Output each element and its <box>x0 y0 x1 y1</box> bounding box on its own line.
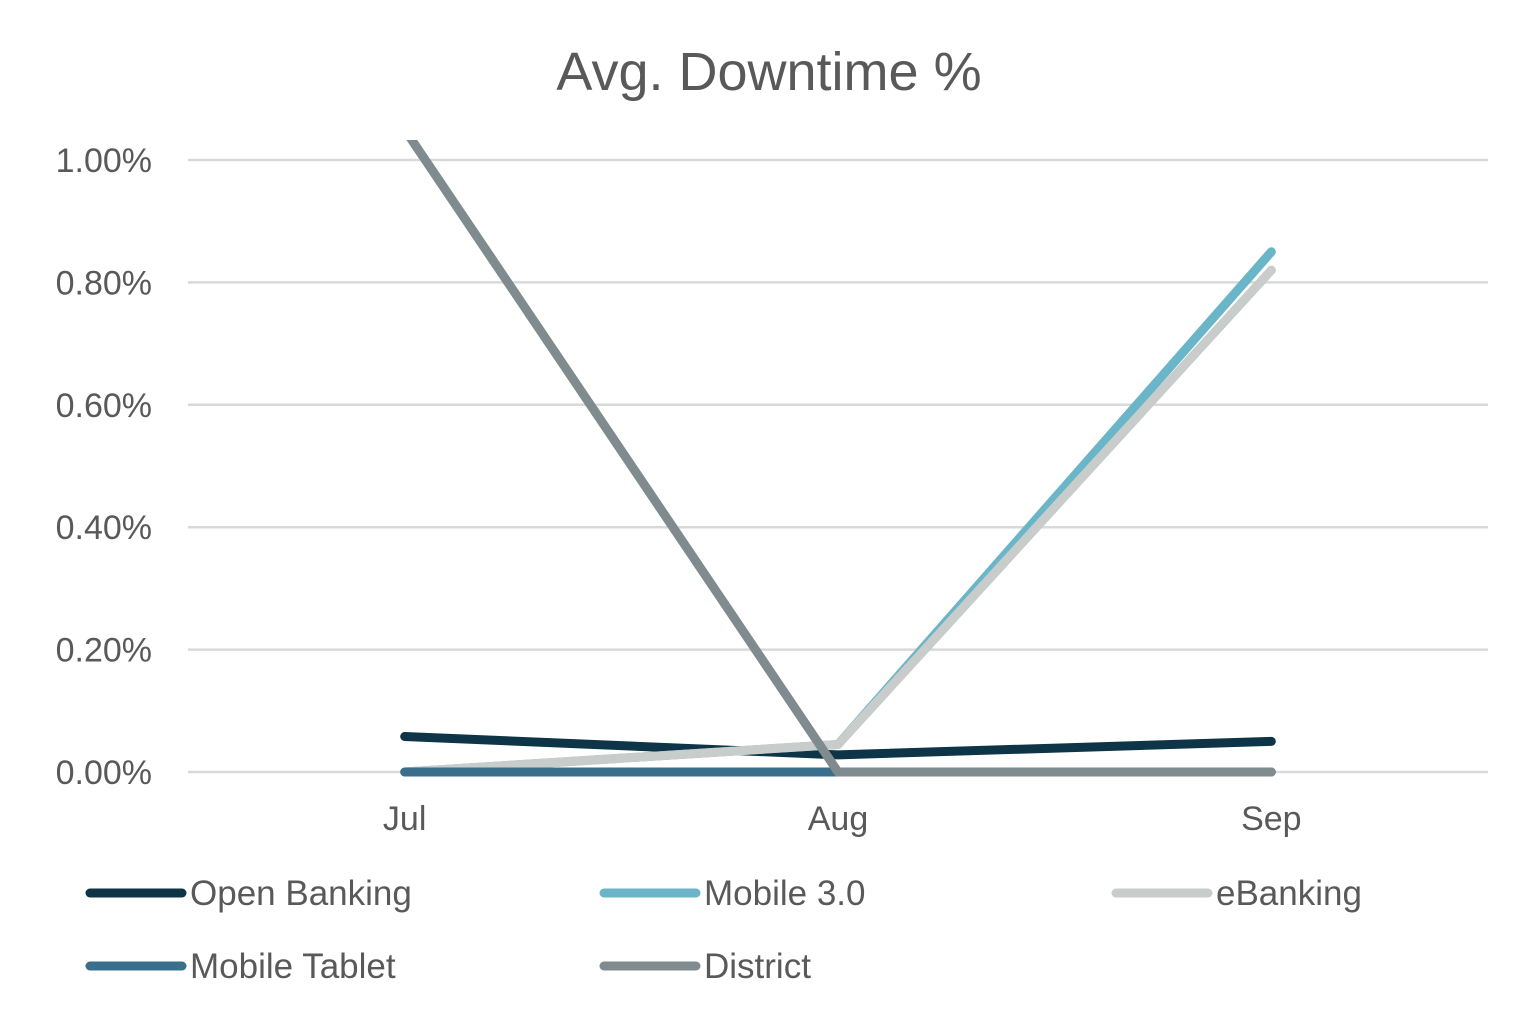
y-tick-label: 0.80% <box>56 264 152 302</box>
x-tick-label: Jul <box>383 800 426 838</box>
legend-label: Mobile Tablet <box>190 947 396 986</box>
series-lines <box>400 140 1276 777</box>
y-tick-label: 0.20% <box>56 632 152 670</box>
legend-label: eBanking <box>1216 874 1362 913</box>
y-tick-label: 0.00% <box>56 754 152 792</box>
legend-item: eBanking <box>1111 874 1362 913</box>
y-tick-label: 0.40% <box>56 509 152 547</box>
y-tick-label: 1.00% <box>56 142 152 180</box>
legend-label: District <box>704 947 811 986</box>
legend-item: District <box>599 947 811 986</box>
legend-label: Mobile 3.0 <box>704 874 865 913</box>
legend-item: Open Banking <box>85 874 412 913</box>
y-tick-label: 0.60% <box>56 387 152 425</box>
legend: Open Banking Mobile 3.0 eBanking Mobile Tab… <box>85 874 1362 986</box>
y-axis-tick-labels: 0.00% 0.20% 0.40% 0.60% 0.80% 1.00% <box>56 142 152 792</box>
gridlines <box>188 158 1488 774</box>
chart-title: Avg. Downtime % <box>556 42 981 102</box>
legend-item: Mobile 3.0 <box>599 874 865 913</box>
x-tick-label: Aug <box>808 800 869 838</box>
series-line-ebanking <box>400 265 1276 777</box>
legend-label: Open Banking <box>190 874 412 913</box>
legend-item: Mobile Tablet <box>85 947 396 986</box>
series-line-district <box>406 140 1276 777</box>
series-line-open-banking <box>400 732 1276 760</box>
x-axis-tick-labels: Jul Aug Sep <box>383 800 1302 838</box>
x-tick-label: Sep <box>1241 800 1302 838</box>
